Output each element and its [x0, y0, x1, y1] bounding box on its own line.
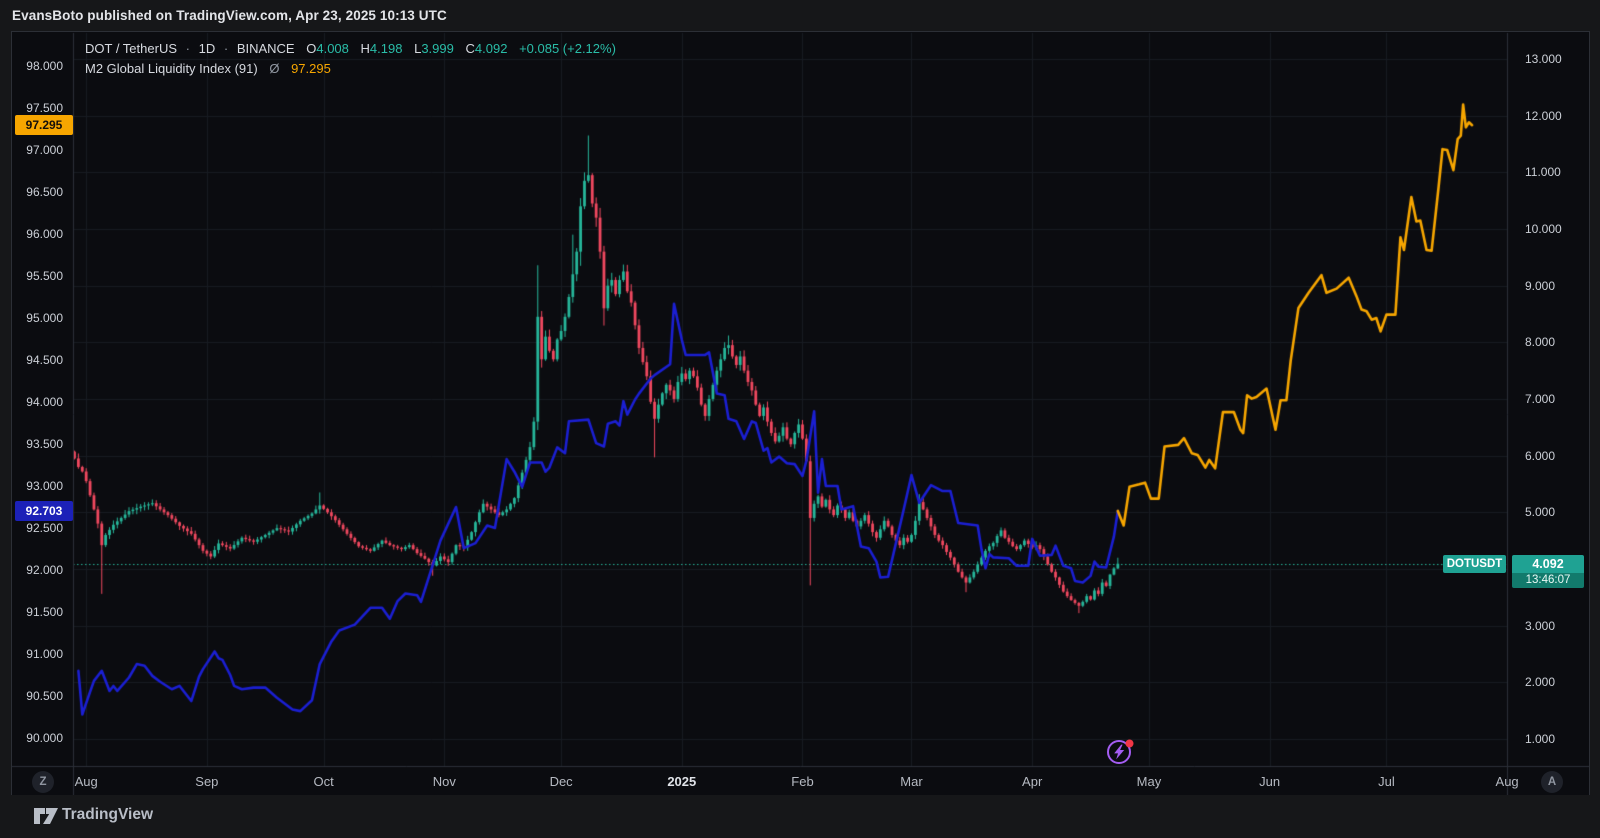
- price-chart-canvas[interactable]: [12, 32, 1589, 796]
- open-label: O: [306, 41, 317, 56]
- left-axis-tick: 94.000: [26, 395, 63, 409]
- left-axis-tick: 97.500: [26, 101, 63, 115]
- right-axis-tick: 6.000: [1525, 448, 1556, 463]
- m2-current-value-badge: 92.703: [15, 500, 73, 521]
- left-axis-tick: 92.000: [26, 563, 63, 577]
- lightning-bolt-icon: [1114, 744, 1125, 760]
- month-label-dec: Dec: [549, 774, 573, 789]
- separator-dot: ·: [223, 41, 229, 56]
- tradingview-brand-text[interactable]: TradingView: [62, 806, 154, 823]
- month-label-apr: Apr: [1022, 774, 1043, 789]
- close-label: C: [465, 41, 475, 56]
- month-label-sep: Sep: [195, 774, 219, 789]
- month-label-oct: Oct: [313, 774, 334, 789]
- flash-event-icon[interactable]: [1104, 736, 1136, 773]
- notification-dot: [1125, 739, 1134, 748]
- indicator-name: M2 Global Liquidity Index (91): [85, 61, 258, 76]
- month-label-aug: Aug: [74, 774, 98, 789]
- low-label: L: [414, 41, 422, 56]
- timezone-button[interactable]: Z: [32, 771, 54, 793]
- right-axis-tick: 7.000: [1525, 391, 1556, 406]
- right-axis-tick: 9.000: [1525, 278, 1556, 293]
- month-label-feb: Feb: [791, 774, 814, 789]
- footer-bar: TradingView: [0, 795, 1600, 838]
- month-label-nov: Nov: [432, 774, 456, 789]
- right-axis-tick: 1.000: [1525, 731, 1556, 746]
- tradingview-logo-icon[interactable]: [33, 804, 59, 828]
- left-axis-tick: 90.500: [26, 689, 63, 703]
- indicator-legend-row[interactable]: M2 Global Liquidity Index (91) Ø 97.295: [85, 59, 616, 79]
- exchange-label: BINANCE: [236, 41, 295, 56]
- left-axis-tick: 96.000: [26, 227, 63, 241]
- right-axis-tick: 11.000: [1525, 165, 1561, 180]
- indicator-value: 97.295: [291, 61, 331, 76]
- last-price-badge: 4.092 13:46:07: [1512, 554, 1584, 588]
- left-axis-tick: 97.000: [26, 143, 63, 157]
- left-axis-tick: 92.500: [26, 521, 63, 535]
- close-value: 4.092: [474, 41, 508, 56]
- publish-topbar: EvansBoto published on TradingView.com, …: [0, 0, 1600, 31]
- high-label: H: [360, 41, 370, 56]
- left-price-scale[interactable]: 98.000 97.500 97.000 96.500 96.000 95.500 95.0…: [12, 32, 72, 766]
- left-axis-tick: 93.500: [26, 437, 63, 451]
- right-axis-tick: 12.000: [1525, 108, 1562, 123]
- high-value: 4.198: [369, 41, 403, 56]
- month-label-2025: 2025: [667, 774, 697, 789]
- change-value: +0.085 (+2.12%): [519, 41, 616, 56]
- time-axis[interactable]: Z A Aug Sep Oct Nov Dec 2025 Feb Mar Apr May Jun Ju…: [12, 766, 1589, 796]
- left-axis-tick: 93.000: [26, 479, 63, 493]
- left-axis-tick: 94.500: [26, 353, 63, 367]
- chart-panel: DOT / TetherUS · 1D · BINANCE O4.008 H4.…: [11, 31, 1590, 797]
- right-axis-tick: 5.000: [1525, 505, 1556, 520]
- left-axis-tick: 98.000: [26, 59, 63, 73]
- separator-dot: ·: [185, 41, 190, 56]
- open-value: 4.008: [316, 41, 349, 56]
- left-axis-tick: 91.000: [26, 647, 63, 661]
- left-axis-tick: 95.500: [26, 269, 63, 283]
- month-label-may: May: [1136, 774, 1162, 789]
- month-label-jul: Jul: [1378, 774, 1395, 789]
- right-axis-tick: 8.000: [1525, 335, 1556, 350]
- publish-info-text: EvansBoto published on TradingView.com, …: [12, 8, 447, 23]
- left-axis-tick: 95.000: [26, 311, 63, 325]
- month-label-mar: Mar: [900, 774, 923, 789]
- bar-countdown: 13:46:07: [1512, 572, 1584, 588]
- average-symbol: Ø: [269, 61, 280, 76]
- symbol-title: DOT / TetherUS: [85, 41, 177, 56]
- right-axis-tick: 13.000: [1525, 52, 1562, 66]
- left-axis-tick: 96.500: [26, 185, 63, 199]
- left-axis-tick: 90.000: [26, 731, 63, 745]
- chart-legend: DOT / TetherUS · 1D · BINANCE O4.008 H4.…: [85, 39, 616, 79]
- left-axis-tick: 91.500: [26, 605, 63, 619]
- month-label-jun: Jun: [1259, 774, 1281, 789]
- interval-label: 1D: [198, 41, 216, 56]
- right-axis-tick: 2.000: [1525, 675, 1556, 690]
- right-axis-tick: 10.000: [1525, 221, 1562, 236]
- auto-scale-button[interactable]: A: [1541, 771, 1563, 793]
- symbol-legend-row[interactable]: DOT / TetherUS · 1D · BINANCE O4.008 H4.…: [85, 39, 616, 59]
- right-axis-tick: 3.000: [1525, 618, 1556, 633]
- flash-circle: [1107, 740, 1132, 764]
- m2-future-value-badge: 97.295: [15, 115, 73, 136]
- last-price-value: 4.092: [1512, 554, 1584, 573]
- symbol-price-line-label: DOTUSDT: [1443, 554, 1506, 573]
- low-value: 3.999: [421, 41, 454, 56]
- right-price-scale[interactable]: 13.000 12.000 11.000 10.000 9.000 8.000 7.000 6…: [1508, 32, 1588, 766]
- month-label-aug: Aug: [1495, 774, 1519, 789]
